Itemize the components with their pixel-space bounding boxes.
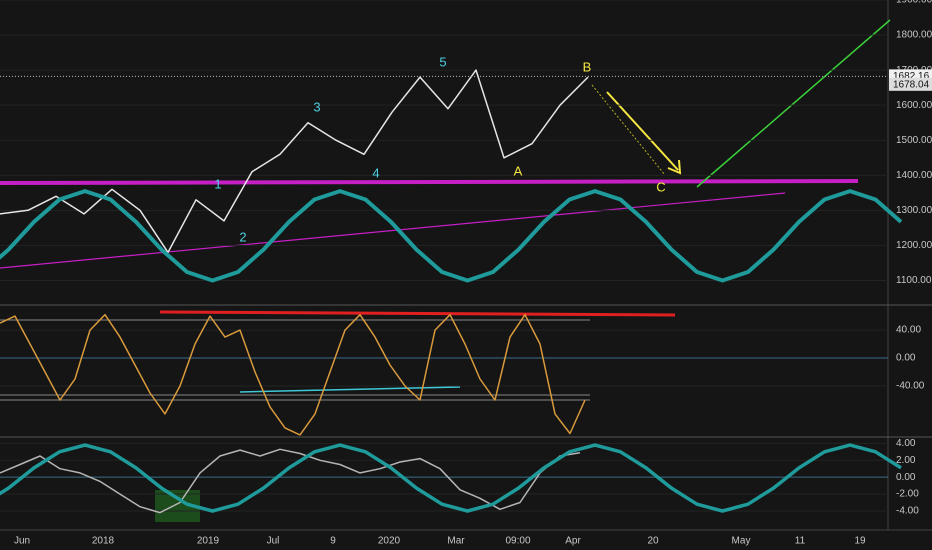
series-line bbox=[0, 443, 902, 513]
y-tick-label: -40.00 bbox=[896, 381, 925, 392]
x-tick-label: 19 bbox=[854, 536, 866, 547]
x-tick-label: Jul bbox=[267, 536, 280, 547]
wave-label: 4 bbox=[372, 165, 379, 180]
y-tick-label: 1800.00 bbox=[896, 30, 932, 41]
y-tick-label: 1200.00 bbox=[896, 240, 932, 251]
y-tick-label: 0.00 bbox=[896, 353, 916, 364]
trend-line bbox=[0, 192, 786, 269]
x-tick-label: 2019 bbox=[197, 536, 220, 547]
y-tick-label: -4.00 bbox=[896, 506, 919, 517]
x-tick-label: 2020 bbox=[378, 536, 401, 547]
y-tick-label: 1300.00 bbox=[896, 205, 932, 216]
series-line bbox=[0, 69, 589, 254]
wave-label: 3 bbox=[313, 99, 320, 114]
x-tick-label: Apr bbox=[565, 536, 581, 547]
x-tick-label: 20 bbox=[647, 536, 659, 547]
y-tick-label: 4.00 bbox=[896, 438, 916, 449]
wave-label: 5 bbox=[439, 54, 446, 69]
x-tick-label: 09:00 bbox=[505, 536, 530, 547]
projection-line bbox=[591, 84, 666, 176]
series-line bbox=[0, 313, 586, 436]
x-tick-label: Jun bbox=[14, 536, 30, 547]
target-line bbox=[696, 19, 891, 188]
series-line bbox=[0, 448, 581, 514]
y-tick-label: 1400.00 bbox=[896, 170, 932, 181]
y-tick-label: 2.00 bbox=[896, 455, 916, 466]
wave-label: B bbox=[583, 59, 592, 74]
y-tick-label: 1100.00 bbox=[896, 275, 932, 286]
resistance-line bbox=[159, 310, 676, 317]
wave-label: 2 bbox=[239, 229, 246, 244]
y-tick-label: 40.00 bbox=[896, 325, 921, 336]
x-tick-label: 9 bbox=[330, 536, 336, 547]
price-tag bbox=[889, 77, 932, 91]
wave-label: C bbox=[656, 179, 665, 194]
y-tick-label: 1900.00 bbox=[896, 0, 932, 6]
series-line bbox=[0, 189, 903, 283]
x-tick-label: 2018 bbox=[92, 536, 115, 547]
wave-label: 1 bbox=[214, 176, 221, 191]
price-tag-label: 1682.16 bbox=[893, 71, 930, 82]
x-tick-label: 11 bbox=[795, 536, 806, 547]
y-tick-label: 1600.00 bbox=[896, 100, 932, 111]
support-line bbox=[0, 179, 859, 185]
y-tick-label: 0.00 bbox=[896, 472, 916, 483]
x-tick-label: Mar bbox=[447, 536, 465, 547]
price-tag-label: 1678.04 bbox=[893, 79, 930, 90]
y-tick-label: -2.00 bbox=[896, 489, 919, 500]
x-tick-label: May bbox=[732, 536, 751, 547]
wave-label: A bbox=[514, 163, 523, 178]
arrow-head bbox=[667, 159, 682, 175]
y-tick-label: 1500.00 bbox=[896, 135, 932, 146]
